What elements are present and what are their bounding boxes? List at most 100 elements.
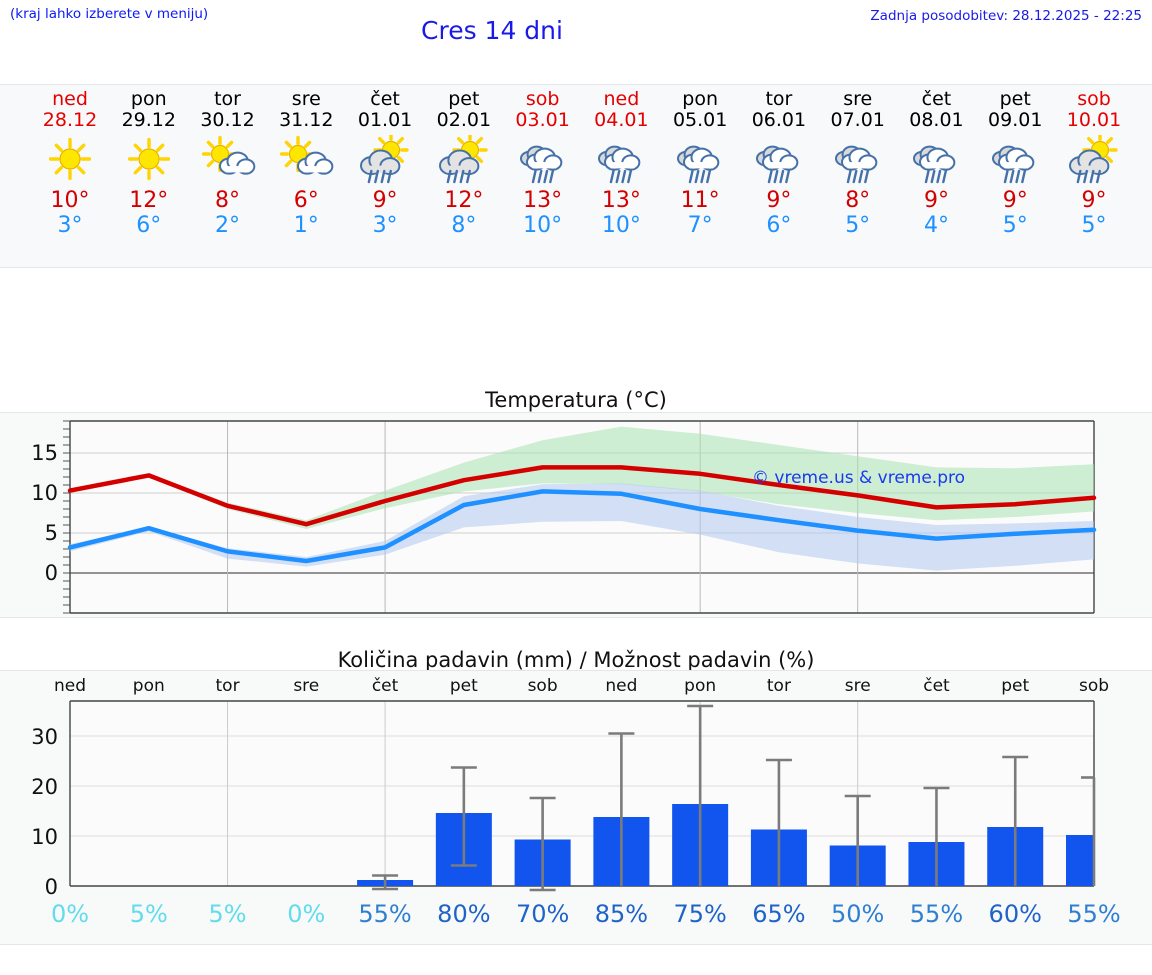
day-of-week-label: ned bbox=[603, 88, 640, 110]
precip-probability-label: 80% bbox=[437, 900, 491, 928]
day-of-week-label: pon bbox=[130, 88, 167, 110]
day-temp-max: 9° bbox=[1002, 187, 1028, 213]
day-column-3[interactable]: tor 30.12 8° 2° bbox=[188, 85, 267, 269]
day-of-week-label: pet bbox=[999, 88, 1031, 110]
day-temp-min: 2° bbox=[215, 213, 241, 239]
precip-day-label: sob bbox=[528, 676, 558, 696]
day-column-8[interactable]: ned 04.01 13° 10° bbox=[582, 85, 661, 269]
precip-probability-label: 0% bbox=[287, 900, 326, 928]
day-column-7[interactable]: sob 03.01 13° 10° bbox=[503, 85, 582, 269]
precip-day-label: čet bbox=[923, 676, 950, 696]
sun-cloud-rain-icon bbox=[346, 134, 425, 186]
precip-probability-label: 65% bbox=[752, 900, 806, 928]
sun-cloud-icon bbox=[267, 134, 346, 186]
day-temp-min: 3° bbox=[372, 213, 398, 239]
svg-text:10: 10 bbox=[31, 481, 58, 505]
precipitation-probability-row: 0% 5% 5% 0% 55% 80% 70% 85% 75% 65% 50% 55% 60% 55% bbox=[0, 900, 1152, 940]
sun-icon bbox=[31, 134, 110, 186]
day-date-label: 02.01 bbox=[436, 108, 492, 131]
day-column-10[interactable]: tor 06.01 9° 6° bbox=[739, 85, 818, 269]
cloud-rain-icon bbox=[661, 134, 740, 186]
day-temp-min: 10° bbox=[601, 213, 641, 239]
day-temp-max: 9° bbox=[923, 187, 949, 213]
day-of-week-label: čet bbox=[921, 88, 952, 110]
day-date-label: 04.01 bbox=[594, 108, 649, 131]
precip-day-label: pet bbox=[1001, 676, 1029, 696]
day-of-week-label: pon bbox=[682, 88, 718, 110]
day-of-week-label: tor bbox=[765, 88, 793, 110]
day-of-week-label: pet bbox=[448, 88, 480, 110]
precip-day-label: tor bbox=[216, 676, 240, 696]
cloud-rain-icon bbox=[818, 134, 897, 186]
precip-probability-label: 0% bbox=[50, 900, 90, 928]
day-of-week-label: ned bbox=[52, 88, 88, 110]
day-column-2[interactable]: pon 29.12 12° 6° bbox=[109, 85, 188, 269]
cloud-rain-icon bbox=[897, 134, 976, 186]
day-temp-min: 5° bbox=[1081, 213, 1107, 239]
precip-day-label: sre bbox=[293, 676, 319, 696]
day-temp-min: 3° bbox=[57, 213, 83, 239]
page-title-text: Cres 14 dni bbox=[421, 16, 563, 45]
day-date-label: 07.01 bbox=[830, 108, 885, 131]
precip-probability-label: 60% bbox=[988, 900, 1042, 928]
day-date-label: 08.01 bbox=[909, 108, 964, 131]
day-temp-max: 12° bbox=[129, 187, 169, 213]
svg-text:20: 20 bbox=[31, 775, 58, 799]
day-temp-max: 13° bbox=[523, 187, 563, 213]
day-column-6[interactable]: pet 02.01 12° 8° bbox=[424, 85, 503, 269]
temperature-chart-title: Temperatura (°C) bbox=[485, 388, 667, 412]
precip-day-label: pet bbox=[450, 676, 478, 696]
precip-day-label: ned bbox=[605, 676, 637, 696]
day-temp-min: 1° bbox=[293, 213, 319, 239]
precipitation-chart-panel: ned pon tor sre čet pet sob ned pon tor sre čet pet s… bbox=[0, 670, 1152, 945]
page-title: Cres 14 dni bbox=[0, 16, 1152, 45]
day-temp-min: 5° bbox=[845, 213, 871, 239]
precip-probability-label: 75% bbox=[673, 900, 727, 928]
precip-day-label: sre bbox=[845, 676, 871, 696]
day-date-label: 06.01 bbox=[751, 108, 807, 131]
cloud-rain-icon bbox=[739, 134, 818, 186]
precip-day-label: sob bbox=[1079, 676, 1109, 696]
day-column-13[interactable]: pet 09.01 9° 5° bbox=[976, 85, 1055, 269]
day-temp-max: 12° bbox=[444, 187, 484, 213]
svg-text:10: 10 bbox=[31, 825, 58, 849]
cloud-rain-icon bbox=[503, 134, 582, 186]
copyright-text: © vreme.us & vreme.pro bbox=[752, 468, 966, 488]
day-temp-max: 9° bbox=[1081, 187, 1107, 213]
day-column-1[interactable]: ned 28.12 10° 3° bbox=[31, 85, 110, 269]
day-column-9[interactable]: pon 05.01 11° 7° bbox=[661, 85, 740, 269]
precip-probability-label: 50% bbox=[831, 900, 885, 928]
precip-probability-label: 55% bbox=[909, 900, 964, 928]
precipitation-chart-title: Količina padavin (mm) / Možnost padavin … bbox=[337, 648, 815, 672]
cloud-rain-icon bbox=[582, 134, 661, 186]
day-temp-min: 5° bbox=[1002, 213, 1028, 239]
svg-text:15: 15 bbox=[31, 441, 58, 465]
day-temp-max: 13° bbox=[601, 187, 641, 213]
day-temp-max: 10° bbox=[50, 187, 90, 213]
precip-day-label: pon bbox=[684, 676, 716, 696]
sun-cloud-rain-icon bbox=[424, 134, 503, 186]
day-date-label: 30.12 bbox=[200, 108, 255, 131]
day-column-14[interactable]: sob 10.01 9° 5° bbox=[1055, 85, 1134, 269]
svg-text:5: 5 bbox=[45, 521, 58, 545]
daily-forecast-strip: ned 28.12 10° 3° pon 29.12 12° 6° tor 30.12 8° 2° sr… bbox=[0, 84, 1152, 268]
day-date-label: 09.01 bbox=[988, 108, 1043, 131]
day-column-11[interactable]: sre 07.01 8° 5° bbox=[818, 85, 897, 269]
day-column-4[interactable]: sre 31.12 6° 1° bbox=[267, 85, 346, 269]
day-column-12[interactable]: čet 08.01 9° 4° bbox=[897, 85, 976, 269]
day-temp-max: 8° bbox=[845, 187, 871, 213]
sun-cloud-icon bbox=[188, 134, 267, 186]
precip-probability-label: 5% bbox=[129, 900, 168, 928]
precip-probability-label: 85% bbox=[594, 900, 649, 928]
precip-day-label: pon bbox=[133, 676, 165, 696]
precip-probability-label: 70% bbox=[515, 900, 570, 928]
sun-cloud-rain-icon bbox=[1055, 134, 1134, 186]
day-date-label: 28.12 bbox=[42, 108, 98, 131]
page-header: (kraj lahko izberete v meniju) Cres 14 d… bbox=[0, 0, 1152, 62]
temperature-chart-panel: 0 5 10 15 bbox=[0, 412, 1152, 618]
svg-text:0: 0 bbox=[45, 561, 58, 585]
precip-day-label: tor bbox=[767, 676, 791, 696]
sun-icon bbox=[109, 134, 188, 186]
day-of-week-label: tor bbox=[214, 88, 241, 110]
day-column-5[interactable]: čet 01.01 9° 3° bbox=[346, 85, 425, 269]
